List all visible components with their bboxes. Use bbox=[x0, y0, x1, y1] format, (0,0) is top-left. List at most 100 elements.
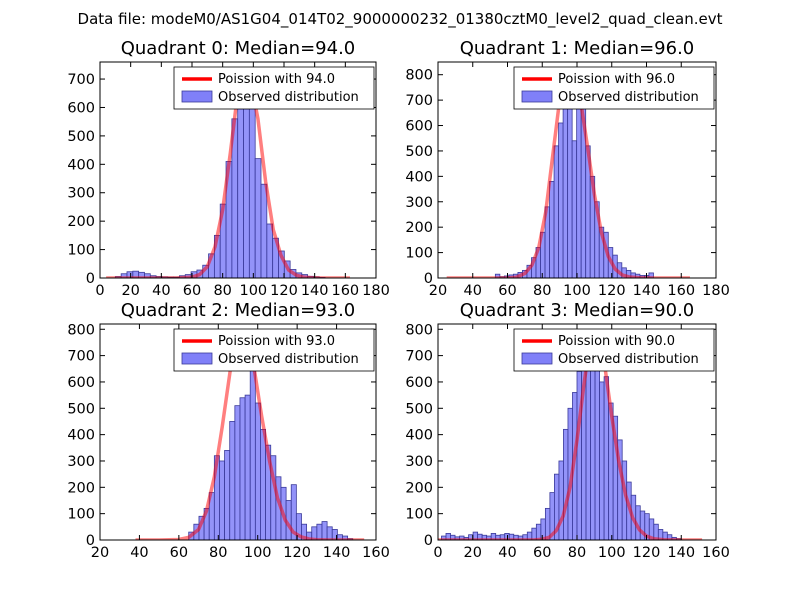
histogram-bar bbox=[562, 94, 569, 278]
x-tick-label: 40 bbox=[498, 545, 516, 561]
x-tick-label: 180 bbox=[702, 283, 730, 299]
x-tick-label: 80 bbox=[209, 545, 227, 561]
y-tick-label: 300 bbox=[67, 454, 95, 470]
legend-hist-label: Observed distribution bbox=[558, 90, 699, 105]
plot-frame bbox=[99, 323, 377, 541]
y-tick-label: 700 bbox=[67, 349, 95, 365]
x-tick-label: 120 bbox=[598, 283, 626, 299]
histogram-bar bbox=[244, 394, 251, 540]
x-tick-label: 0 bbox=[95, 283, 104, 299]
x-tick-label: 80 bbox=[533, 283, 551, 299]
histogram-bar bbox=[594, 360, 600, 540]
histogram-bar bbox=[224, 450, 231, 540]
histogram-bar bbox=[494, 273, 501, 278]
histogram-bar bbox=[599, 381, 605, 540]
x-tick-label: 180 bbox=[362, 283, 390, 299]
legend-hist-swatch bbox=[181, 352, 213, 365]
y-tick-label: 0 bbox=[424, 271, 433, 287]
y-tick-label: 400 bbox=[67, 157, 95, 173]
y-tick-label: 200 bbox=[405, 480, 433, 496]
y-tick-label: 400 bbox=[405, 169, 433, 185]
x-tick-label: 100 bbox=[598, 545, 626, 561]
y-tick-label: 0 bbox=[424, 533, 433, 549]
y-tick-label: 0 bbox=[86, 271, 95, 287]
histogram-bar bbox=[316, 523, 323, 540]
x-tick-label: 140 bbox=[323, 545, 351, 561]
y-tick-label: 100 bbox=[405, 246, 433, 262]
y-tick-label: 700 bbox=[67, 72, 95, 88]
y-tick-label: 100 bbox=[67, 243, 95, 259]
y-tick-label: 400 bbox=[405, 428, 433, 444]
x-tick-label: 20 bbox=[91, 545, 109, 561]
histogram-bar bbox=[648, 272, 654, 278]
histogram-bar bbox=[249, 360, 256, 540]
x-tick-label: 40 bbox=[130, 545, 148, 561]
legend-poisson-label: Poission with 90.0 bbox=[558, 334, 675, 349]
y-tick-label: 800 bbox=[405, 68, 433, 84]
y-tick-label: 700 bbox=[405, 93, 433, 109]
y-tick-label: 300 bbox=[405, 195, 433, 211]
legend-hist-label: Observed distribution bbox=[558, 352, 699, 367]
y-tick-label: 800 bbox=[67, 322, 95, 338]
y-tick-label: 400 bbox=[67, 428, 95, 444]
histogram-bar bbox=[219, 460, 226, 540]
subplot-title: Quadrant 0: Median=94.0 bbox=[121, 38, 356, 59]
plot-frame bbox=[99, 61, 377, 279]
subplot-title: Quadrant 2: Median=93.0 bbox=[121, 300, 356, 321]
subplot-title: Quadrant 3: Median=90.0 bbox=[460, 300, 695, 321]
x-tick-label: 60 bbox=[498, 283, 516, 299]
subplot-quadrant-1: Quadrant 1: Median=96.0 20 40 60 80 100 120 140… bbox=[405, 38, 730, 299]
y-tick-label: 800 bbox=[405, 322, 433, 338]
histogram-bar bbox=[585, 355, 591, 540]
histogram-bar bbox=[243, 84, 250, 278]
histogram-bar bbox=[248, 101, 256, 278]
histogram-bar bbox=[260, 183, 268, 278]
y-tick-label: 600 bbox=[405, 375, 433, 391]
x-tick-label: 100 bbox=[563, 283, 591, 299]
legend-hist-swatch bbox=[181, 90, 213, 103]
legend-poisson-label: Poission with 94.0 bbox=[218, 72, 335, 87]
subplot-quadrant-0: Quadrant 0: Median=94.00 20 40 60 80 100 120 14… bbox=[67, 38, 390, 299]
x-tick-label: 20 bbox=[121, 283, 139, 299]
x-tick-label: 140 bbox=[301, 283, 329, 299]
x-tick-label: 100 bbox=[239, 283, 267, 299]
x-tick-label: 60 bbox=[533, 545, 551, 561]
histogram-bar bbox=[239, 397, 246, 540]
histogram-bar bbox=[321, 521, 328, 540]
subplot-title: Quadrant 1: Median=96.0 bbox=[460, 38, 695, 59]
y-tick-label: 600 bbox=[67, 100, 95, 116]
histogram-bar bbox=[563, 428, 569, 540]
y-tick-label: 700 bbox=[405, 349, 433, 365]
plot-marks bbox=[135, 330, 365, 540]
histogram-bar bbox=[326, 526, 333, 540]
x-tick-label: 100 bbox=[244, 545, 272, 561]
x-tick-label: 120 bbox=[270, 283, 298, 299]
x-tick-label: 120 bbox=[633, 545, 661, 561]
histogram-bar bbox=[558, 460, 564, 540]
x-tick-label: 160 bbox=[702, 545, 730, 561]
legend-hist-swatch bbox=[521, 352, 553, 365]
y-tick-label: 300 bbox=[67, 186, 95, 202]
legend-poisson-label: Poission with 96.0 bbox=[558, 72, 675, 87]
y-tick-label: 200 bbox=[405, 220, 433, 236]
histogram-bar bbox=[558, 122, 564, 278]
y-tick-label: 0 bbox=[86, 533, 95, 549]
x-tick-label: 20 bbox=[429, 283, 447, 299]
histogram-bar bbox=[254, 158, 262, 278]
histogram-bar bbox=[590, 342, 596, 540]
x-tick-label: 80 bbox=[568, 545, 586, 561]
histogram-bar bbox=[237, 107, 244, 278]
x-tick-label: 120 bbox=[283, 545, 311, 561]
subplot-quadrant-2: Quadrant 2: Median=93.0 20 40 60 80 100 120 140… bbox=[67, 300, 390, 561]
y-tick-label: 100 bbox=[405, 507, 433, 523]
y-tick-label: 200 bbox=[67, 214, 95, 230]
y-tick-label: 300 bbox=[405, 454, 433, 470]
y-tick-label: 600 bbox=[67, 375, 95, 391]
histogram-bar bbox=[229, 421, 236, 540]
legend-hist-label: Observed distribution bbox=[218, 352, 359, 367]
histogram-bar bbox=[266, 223, 274, 278]
x-tick-label: 160 bbox=[331, 283, 359, 299]
histogram-bar bbox=[254, 402, 261, 540]
y-tick-label: 100 bbox=[67, 507, 95, 523]
